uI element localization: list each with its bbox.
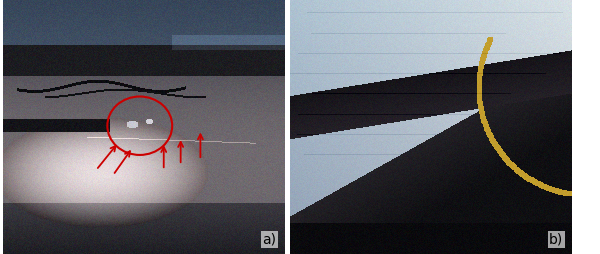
Text: b): b): [549, 232, 563, 246]
Text: a): a): [263, 232, 277, 246]
